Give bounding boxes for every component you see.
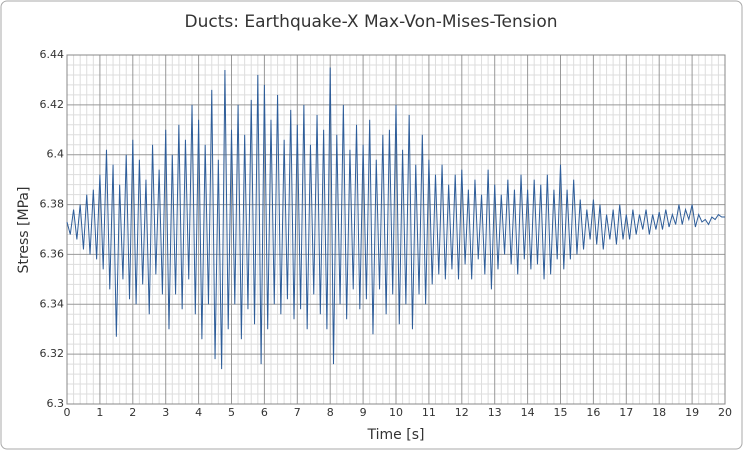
y-tick-label: 6.44 — [40, 48, 65, 61]
x-tick-label: 0 — [64, 406, 71, 419]
x-tick-label: 3 — [162, 406, 169, 419]
x-tick-label: 4 — [195, 406, 202, 419]
x-tick-label: 5 — [228, 406, 235, 419]
x-tick-label: 1 — [96, 406, 103, 419]
y-tick-label: 6.36 — [40, 247, 65, 260]
x-tick-label: 19 — [685, 406, 699, 419]
x-tick-label: 17 — [619, 406, 633, 419]
y-axis-label: Stress [MPa] — [16, 187, 32, 274]
x-tick-label: 13 — [488, 406, 502, 419]
y-tick-label: 6.3 — [47, 397, 65, 410]
x-tick-label: 14 — [521, 406, 535, 419]
x-tick-label: 10 — [389, 406, 403, 419]
x-tick-label: 8 — [327, 406, 334, 419]
y-tick-label: 6.34 — [40, 297, 65, 310]
x-tick-label: 7 — [294, 406, 301, 419]
y-tick-label: 6.42 — [40, 98, 65, 111]
x-tick-label: 11 — [422, 406, 436, 419]
x-tick-label: 9 — [360, 406, 367, 419]
x-tick-label: 2 — [129, 406, 136, 419]
plot-border — [66, 54, 726, 405]
y-tick-label: 6.38 — [40, 198, 65, 211]
data-line — [66, 67, 725, 370]
chart-title: Ducts: Earthquake-X Max-Von-Mises-Tensio… — [185, 12, 558, 32]
y-tick-label: 6.4 — [47, 148, 65, 161]
x-tick-label: 12 — [455, 406, 469, 419]
x-tick-label: 16 — [586, 406, 600, 419]
y-tick-label: 6.32 — [40, 347, 65, 360]
x-axis-label: Time [s] — [367, 427, 425, 443]
x-tick-label: 15 — [554, 406, 568, 419]
x-tick-label: 20 — [718, 406, 732, 419]
x-tick-label: 6 — [261, 406, 268, 419]
x-tick-label: 18 — [652, 406, 666, 419]
